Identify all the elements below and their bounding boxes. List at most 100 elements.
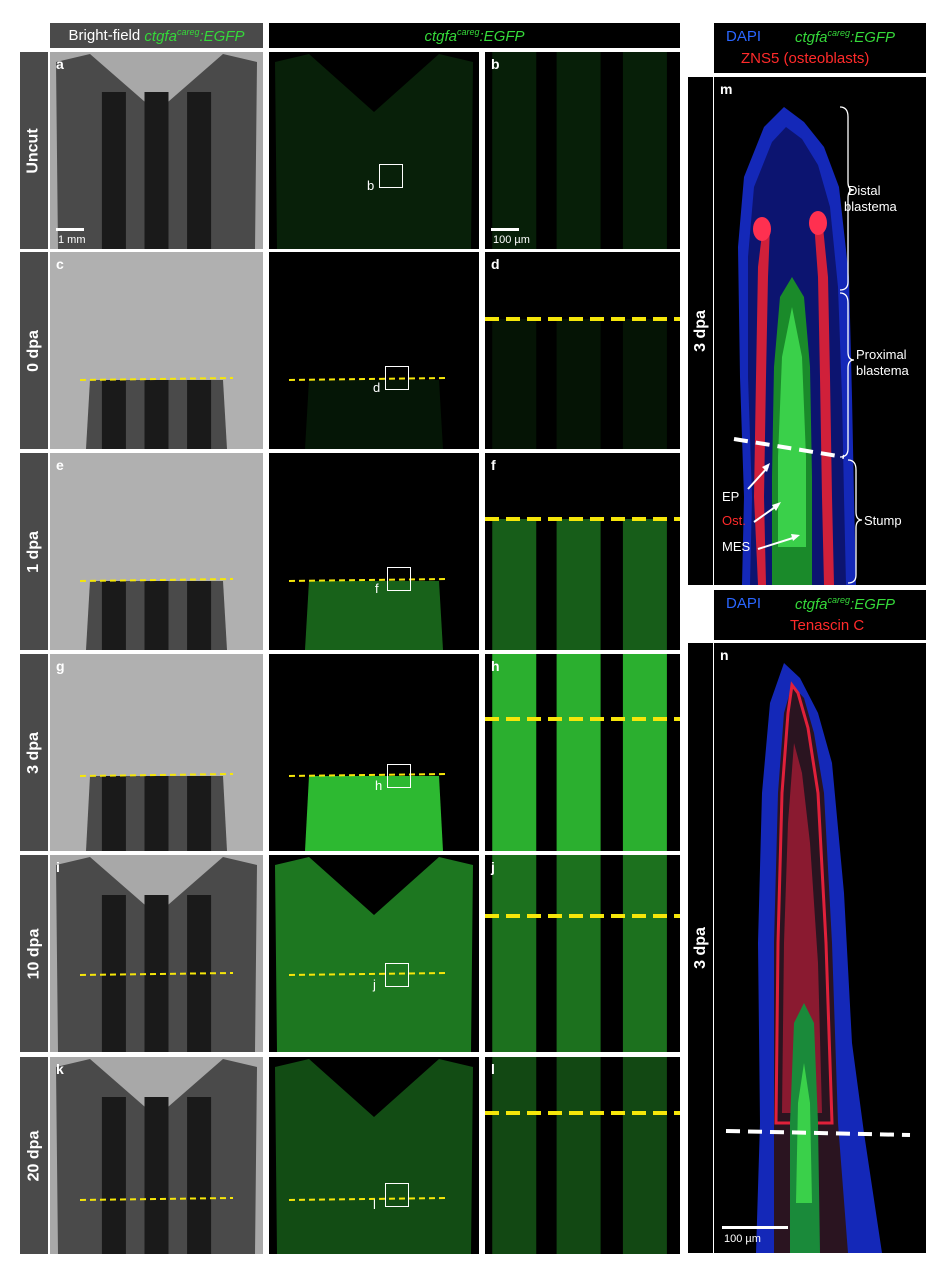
panel-n: n 100 µm [714,643,926,1253]
panel-m-letter: m [720,81,733,97]
panel-letter: h [491,658,500,674]
header-brightfield: Bright-field ctgfacareg:EGFP [50,23,263,48]
amputation-line [288,972,450,976]
panel-egfp-overview: j [269,855,479,1052]
zoom-region-box [379,164,403,188]
panel-egfp-zoom: h [485,654,680,851]
panel-m-image [733,106,863,585]
zoom-region-label: l [373,1197,376,1212]
row-label-1: 0 dpa [20,252,48,449]
row-label-text: 10 dpa [25,928,42,979]
fin-egfp-image [275,857,473,1052]
amputation-line [288,377,450,381]
fin-egfp-image [288,773,450,851]
fin-egfp-image [275,1059,473,1254]
fin-egfp-image [288,377,450,449]
panel-letter: b [491,56,500,72]
scalebar-brightfield [56,228,84,231]
fin-brightfield-image [50,855,263,1052]
zoom-region-label: d [373,380,381,395]
panel-egfp-zoom: b 100 µm [485,52,680,249]
panel-letter: j [491,859,495,875]
panel-egfp-overview: f [269,453,479,650]
panel-letter: e [56,457,64,473]
panel-egfp-zoom: j [485,855,680,1052]
amputation-line [79,377,234,381]
panel-egfp-zoom: d [485,252,680,449]
panel-letter: d [491,256,500,272]
legend-m: DAPI ctgfacareg:EGFP ZNS5 (osteoblasts) [714,23,926,73]
amputation-line [79,972,234,976]
panel-egfp-overview: d [269,252,479,449]
scalebar-n-label: 100 µm [724,1233,761,1245]
panel-letter: i [56,859,60,875]
panel-letter: a [56,56,64,72]
panel-brightfield: g [50,654,263,851]
fin-brightfield-image [50,654,263,851]
zoom-egfp-image [485,855,680,1052]
zoom-region-label: f [375,581,379,596]
label-stump: Stump [864,513,902,528]
zoom-region-box [387,764,411,788]
panel-brightfield: k [50,1057,263,1254]
amputation-line [79,773,234,777]
scalebar-zoom-label: 100 µm [493,234,530,246]
amputation-line [288,1197,450,1201]
panel-n-image [725,663,911,1253]
panel-brightfield: i [50,855,263,1052]
panel-letter: c [56,256,64,272]
row-label-m: 3 dpa [688,77,713,585]
zoom-egfp-image [485,654,680,851]
panel-letter: g [56,658,65,674]
row-label-3: 3 dpa [20,654,48,851]
label-proximal-1: Proximal [856,347,907,362]
label-distal-2: blastema [844,199,897,214]
label-ost: Ost. [722,513,746,528]
panel-egfp-zoom: f [485,453,680,650]
zoom-region-label: j [373,977,376,992]
legend-n: DAPI ctgfacareg:EGFP Tenascin C [714,590,926,640]
row-label-5: 20 dpa [20,1057,48,1254]
row-label-4: 10 dpa [20,855,48,1052]
fin-egfp-image [275,54,473,249]
label-ep: EP [722,489,740,504]
panel-letter: k [56,1061,64,1077]
row-label-text: 3 dpa [25,731,43,774]
panel-egfp-overview: h [269,654,479,851]
row-label-text: 20 dpa [25,1130,42,1181]
fin-brightfield-image [50,453,263,650]
zoom-region-box [385,366,409,390]
panel-m: m Distal blastema Proximal blastema Stum… [714,77,926,585]
fin-egfp-image [288,578,450,650]
row-label-0: Uncut [20,52,48,249]
scalebar-brightfield-label: 1 mm [58,234,86,246]
panel-brightfield: a 1 mm [50,52,263,249]
row-label-text: 1 dpa [25,530,43,573]
zoom-region-label: b [367,178,375,193]
panel-brightfield: e [50,453,263,650]
panel-egfp-overview: l [269,1057,479,1254]
scalebar-zoom [491,228,519,231]
label-proximal-2: blastema [856,363,909,378]
row-label-text: 0 dpa [25,329,43,372]
zoom-region-box [385,1183,409,1207]
zoom-egfp-image [485,317,680,449]
label-distal-1: Distal [848,183,881,198]
zoom-region-label: h [375,778,383,793]
zoom-region-box [387,567,411,591]
amputation-line [288,773,450,777]
amputation-line [79,1197,234,1201]
panel-egfp-zoom: l [485,1057,680,1254]
zoom-egfp-image [485,517,680,650]
scalebar-n [722,1226,788,1229]
fin-brightfield-image [50,52,263,249]
row-label-n: 3 dpa [688,643,713,1253]
label-mes: MES [722,539,751,554]
header-egfp: ctgfacareg:EGFP [269,23,680,48]
panel-egfp-overview: b [269,52,479,249]
panel-letter: f [491,457,496,473]
panel-n-letter: n [720,647,729,663]
panel-letter: l [491,1061,495,1077]
amputation-line [79,578,234,582]
zoom-egfp-image [485,1057,680,1254]
